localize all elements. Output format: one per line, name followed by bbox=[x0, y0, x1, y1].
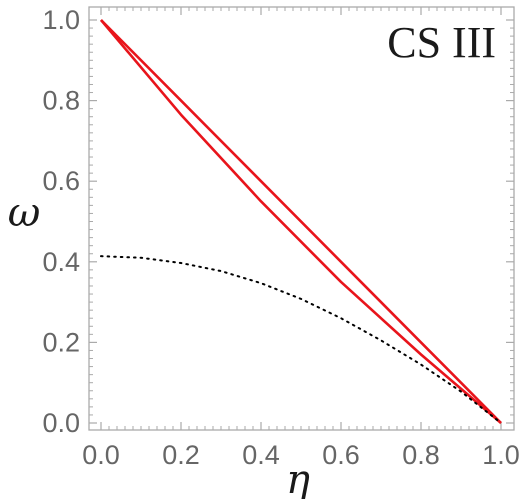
series-1-line bbox=[100, 19, 502, 424]
y-tick-label: 1.0 bbox=[42, 5, 80, 35]
x-tick-label: 0.0 bbox=[82, 440, 120, 470]
x-tick-label: 0.8 bbox=[402, 440, 440, 470]
axis-ticks bbox=[89, 7, 514, 430]
x-tick-label: 0.4 bbox=[242, 440, 280, 470]
y-tick-label: 0.4 bbox=[42, 247, 80, 277]
y-tick-label: 0.6 bbox=[42, 166, 80, 196]
panel-label: CS III bbox=[387, 18, 496, 67]
x-axis-title: η bbox=[286, 457, 310, 499]
series-3-line bbox=[100, 255, 502, 424]
y-axis-title: ω bbox=[8, 190, 41, 236]
series-layer bbox=[100, 19, 502, 424]
y-tick-label: 0.0 bbox=[42, 408, 80, 438]
series-2-line bbox=[100, 19, 502, 424]
y-tick-label: 0.8 bbox=[42, 86, 80, 116]
x-tick-label: 0.6 bbox=[322, 440, 360, 470]
x-tick-label: 0.2 bbox=[162, 440, 200, 470]
y-tick-label: 0.2 bbox=[42, 327, 80, 357]
x-tick-label: 1.0 bbox=[482, 440, 520, 470]
tick-labels: 0.0 0.2 0.4 0.6 0.8 1.0 0.0 0.2 0.4 0.6 0.8 1.0 bbox=[42, 5, 519, 470]
